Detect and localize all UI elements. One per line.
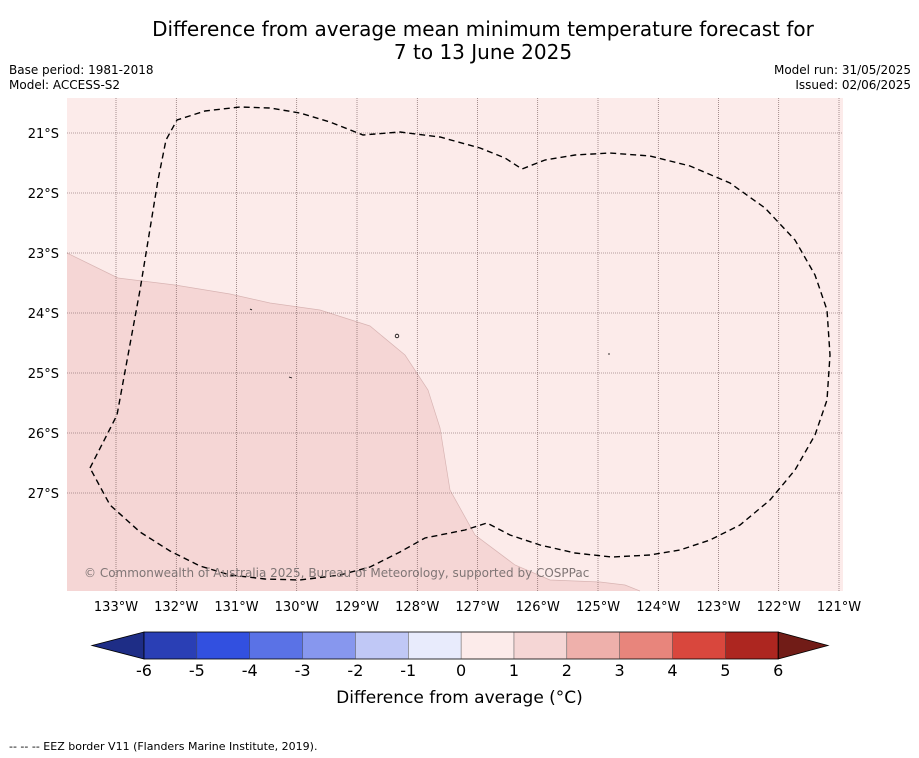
colorbar-tick-label: -5: [189, 661, 205, 680]
base-period: Base period: 1981-2018: [9, 63, 154, 77]
lon-label: 128°W: [395, 600, 439, 615]
colorbar-segment: [513, 632, 567, 659]
colorbar-extend-high: [777, 631, 830, 660]
eez-footnote: -- -- -- EEZ border V11 (Flanders Marine…: [9, 740, 318, 753]
map-frame: © Commonwealth of Australia 2025, Bureau…: [66, 98, 843, 592]
colorbar-tick-label: -2: [347, 661, 363, 680]
lon-label: 130°W: [275, 600, 319, 615]
colorbar-segment: [355, 632, 409, 659]
colorbar-tick-label: 6: [773, 661, 783, 680]
longitude-labels: 133°W 132°W 131°W 130°W 129°W 128°W 127°W 126°W…: [94, 600, 861, 615]
colorbar-segment: [196, 632, 250, 659]
lon-label: 125°W: [576, 600, 620, 615]
region-border: [66, 252, 641, 592]
colorbar-segment: [249, 632, 303, 659]
island-mark: [249, 308, 253, 311]
colorbar-segment: [619, 632, 673, 659]
lon-label: 126°W: [516, 600, 560, 615]
title-line-2: 7 to 13 June 2025: [393, 40, 573, 64]
colorbar-extend-low: [90, 631, 145, 660]
lon-label: 122°W: [757, 600, 801, 615]
chart-title: Difference from average mean minimum tem…: [0, 18, 919, 64]
meta-left: Base period: 1981-2018 Model: ACCESS-S2: [9, 63, 154, 93]
issued-date: Issued: 02/06/2025: [795, 78, 911, 92]
colorbar-tick-label: 4: [667, 661, 677, 680]
lon-label: 129°W: [335, 600, 379, 615]
colorbar-segment: [672, 632, 726, 659]
lon-label: 124°W: [636, 600, 680, 615]
lat-label: 24°S: [28, 307, 59, 322]
colorbar-segment: [144, 632, 197, 659]
lon-label: 123°W: [696, 600, 740, 615]
island-marks: [249, 308, 610, 379]
lon-label: 131°W: [214, 600, 258, 615]
lat-label: 25°S: [28, 367, 59, 382]
colorbar-tick-label: 1: [509, 661, 519, 680]
latitude-labels: 21°S 22°S 23°S 24°S 25°S 26°S 27°S: [28, 127, 59, 502]
colorbar-tick-label: 0: [456, 661, 466, 680]
colorbar-tick-label: -6: [136, 661, 152, 680]
colorbar-segment: [302, 632, 356, 659]
lat-label: 23°S: [28, 247, 59, 262]
colorbar-tick-label: -4: [242, 661, 258, 680]
region-1-to-2: [67, 253, 640, 591]
model-name: Model: ACCESS-S2: [9, 78, 121, 92]
eez-border: [89, 106, 831, 581]
colorbar-tick-label: 5: [720, 661, 730, 680]
colorbar-segment: [461, 632, 514, 659]
lat-label: 26°S: [28, 427, 59, 442]
colorbar: -6 -5 -4 -3 -2 -1 0 1 2 3 4 5 6: [90, 631, 830, 680]
meta-right: Model run: 31/05/2025 Issued: 02/06/2025: [774, 63, 911, 93]
lon-label: 133°W: [94, 600, 138, 615]
colorbar-tick-label: 3: [615, 661, 625, 680]
colorbar-segment: [408, 632, 462, 659]
lat-label: 22°S: [28, 187, 59, 202]
colorbar-tick-label: -1: [400, 661, 416, 680]
watermark: © Commonwealth of Australia 2025, Bureau…: [84, 566, 589, 580]
colorbar-segment: [566, 632, 620, 659]
lon-label: 127°W: [455, 600, 499, 615]
lat-label: 27°S: [28, 487, 59, 502]
colorbar-tick-label: 2: [562, 661, 572, 680]
colorbar-segment: [725, 632, 779, 659]
colorbar-tick-label: -3: [295, 661, 311, 680]
model-run: Model run: 31/05/2025: [773, 63, 911, 77]
lon-label: 121°W: [817, 600, 861, 615]
graticule: [67, 98, 843, 591]
colorbar-label: Difference from average (°C): [336, 688, 583, 708]
island-mark: [288, 376, 293, 379]
lat-label: 21°S: [28, 127, 59, 142]
island-mark: [394, 333, 400, 339]
lon-label: 132°W: [154, 600, 198, 615]
title-line-1: Difference from average mean minimum tem…: [152, 17, 814, 41]
